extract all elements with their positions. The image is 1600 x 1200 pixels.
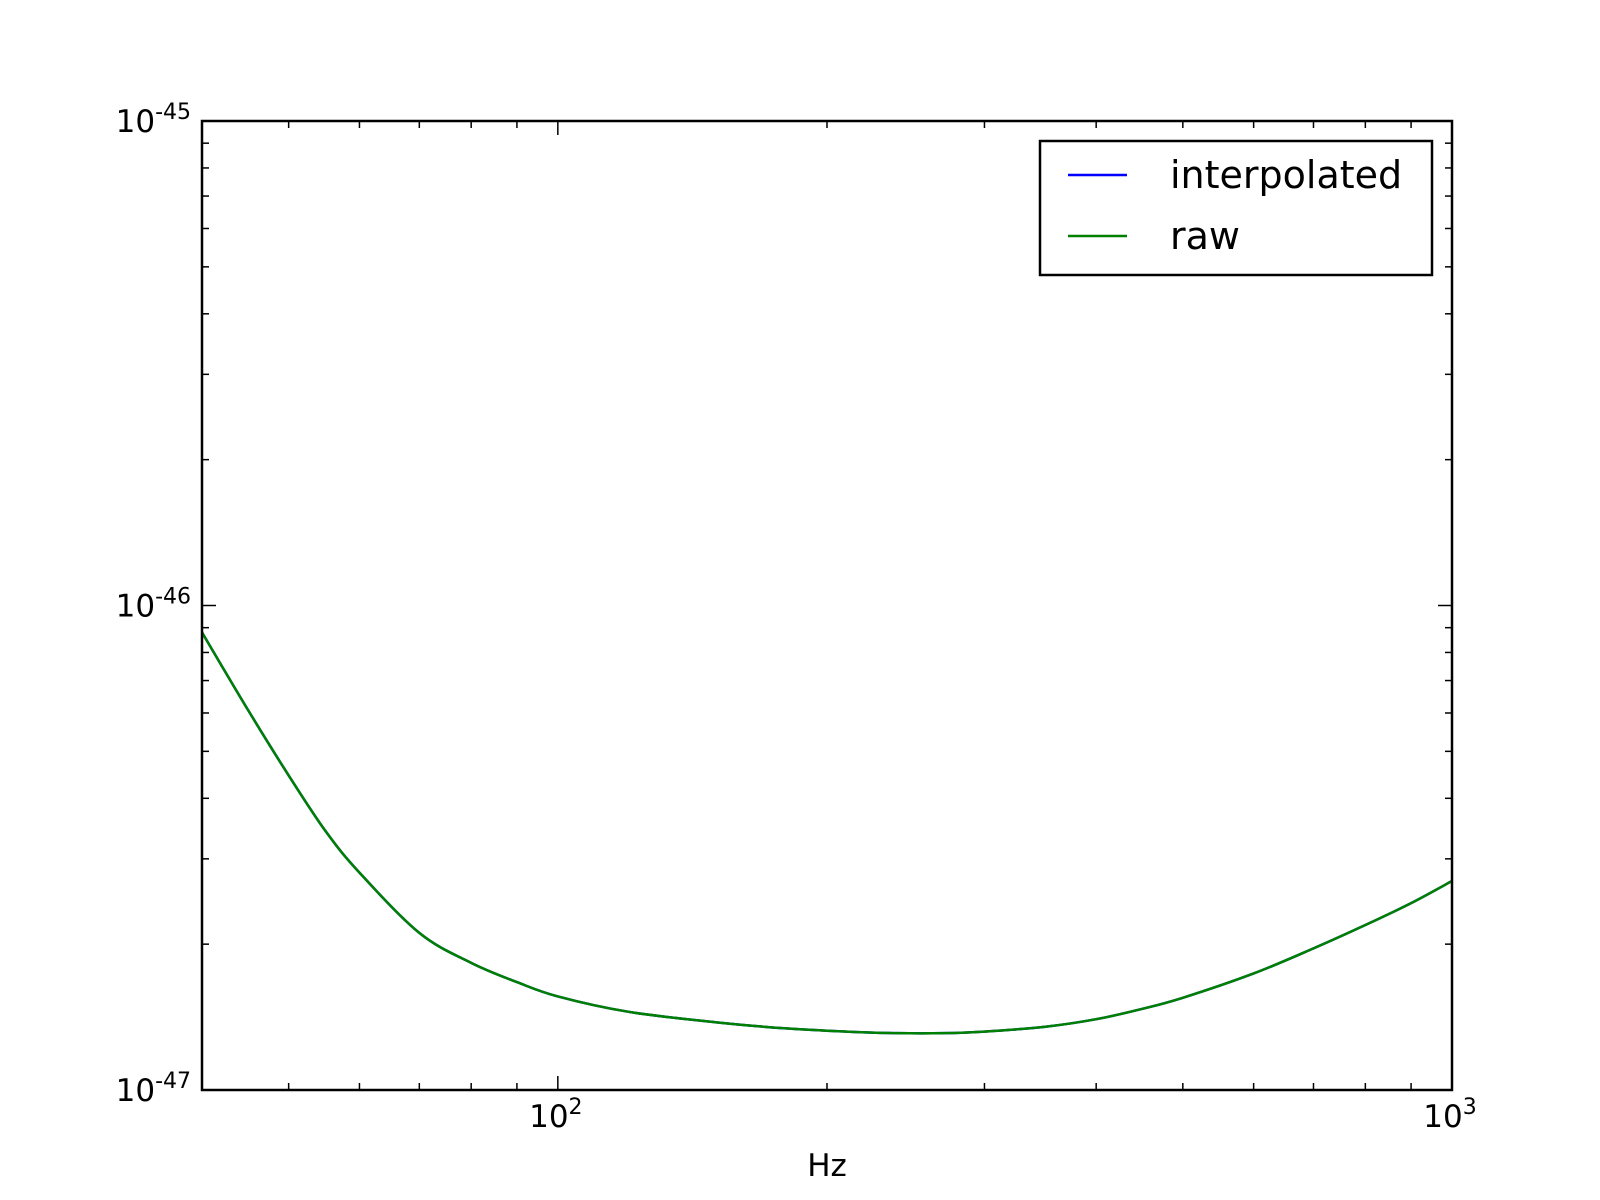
plot-lines <box>202 631 1452 1035</box>
plot-frame <box>200 119 1454 1092</box>
x-axis-label: Hz <box>807 1148 847 1184</box>
legend-label-interpolated: interpolated <box>1170 153 1402 197</box>
axis-tick-labels: 102 103 10-47 10-46 10-45 <box>116 100 1477 1135</box>
y-tick-label: 10-46 <box>116 585 191 625</box>
x-tick-label: 103 <box>1423 1095 1476 1135</box>
series-line-raw <box>202 631 1452 1035</box>
x-tick-label: 102 <box>529 1095 582 1135</box>
legend-label-raw: raw <box>1170 214 1240 258</box>
y-tick-label: 10-45 <box>116 100 191 140</box>
y-tick-label: 10-47 <box>116 1069 191 1109</box>
legend: interpolated raw <box>1038 139 1434 277</box>
legend-box <box>1038 139 1434 277</box>
